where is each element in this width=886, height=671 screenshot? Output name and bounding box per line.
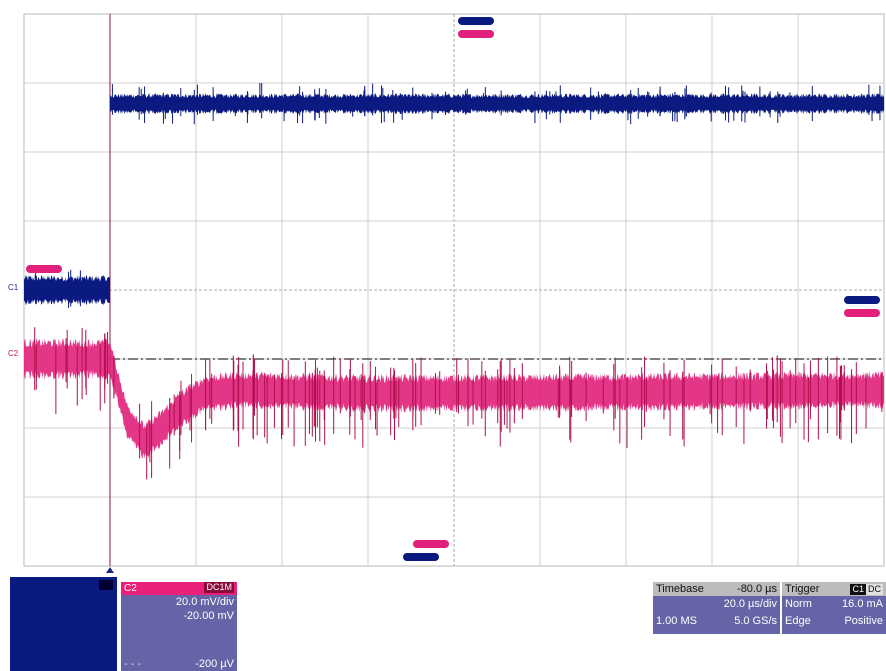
channel2-offset: -20.00 mV: [183, 610, 234, 622]
channel1-badge: [99, 580, 113, 590]
channel2-bottom-overrange-marker: [413, 540, 449, 548]
channel2-descriptor[interactable]: C2 DC1M 20.0 mV/div -20.00 mV - - - -200…: [121, 582, 237, 671]
trigger-position-marker: [106, 567, 114, 573]
trigger-type: Edge: [785, 615, 811, 627]
traces: [24, 83, 884, 480]
timebase-descriptor[interactable]: Timebase -80.0 µs 20.0 µs/div 1.00 MS 5.…: [653, 582, 780, 634]
trigger-label: Trigger: [785, 583, 820, 595]
channel2-label: C2: [8, 349, 19, 358]
channel2-top-overrange-marker: [458, 30, 494, 38]
trigger-mode: Norm: [785, 598, 812, 610]
markers: [26, 17, 880, 561]
timebase-scale: 20.0 µs/div: [723, 598, 777, 610]
channel2-trace: [110, 344, 884, 459]
channel1-descriptor[interactable]: [10, 577, 117, 671]
channel1-top-overrange-marker: [458, 17, 494, 25]
timebase-label: Timebase: [656, 583, 704, 595]
trigger-slope: Positive: [844, 615, 883, 627]
channel2-right-marker: [844, 309, 880, 317]
channel2-coupling: DC1M: [204, 582, 234, 593]
timebase-rate: 5.0 GS/s: [734, 615, 777, 627]
timebase-record: 1.00 MS: [656, 615, 697, 627]
channel2-ref-marker: - - -: [124, 658, 142, 670]
trigger-level: 16.0 mA: [842, 598, 883, 610]
trigger-descriptor[interactable]: Trigger C1 DC Norm 16.0 mA Edge Positive: [782, 582, 886, 634]
trigger-coupling: DC: [866, 584, 883, 595]
channel1-label: C1: [8, 283, 19, 292]
channel1-bottom-overrange-marker: [403, 553, 439, 561]
channel2-level-marker: [26, 265, 62, 273]
channel2-name: C2: [124, 583, 137, 594]
trigger-channel: C1: [850, 584, 866, 595]
channel1-right-marker: [844, 296, 880, 304]
channel2-scale: 20.0 mV/div: [175, 596, 234, 608]
timebase-delay: -80.0 µs: [737, 583, 777, 595]
channel2-reference: -200 µV: [195, 658, 234, 670]
